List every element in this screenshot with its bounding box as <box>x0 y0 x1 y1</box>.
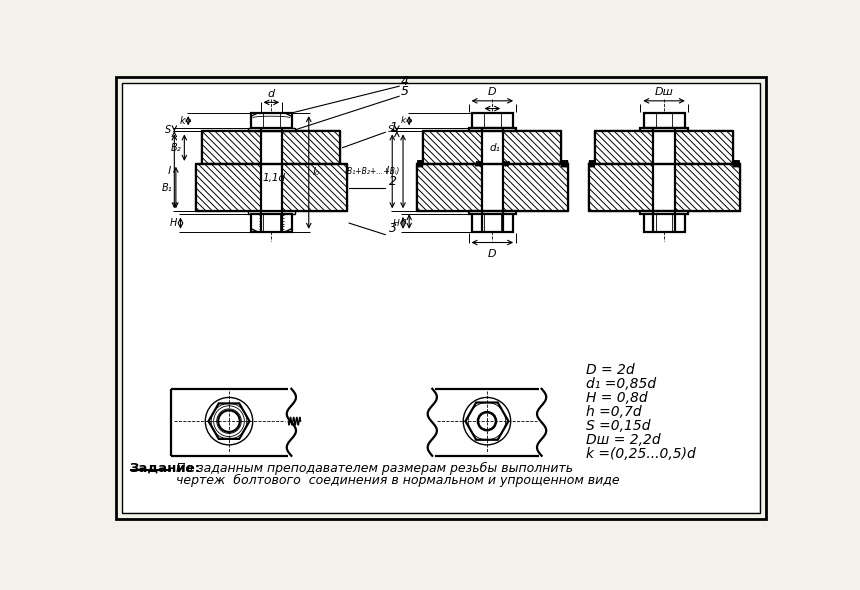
Bar <box>202 132 341 164</box>
Text: (B₁+B₂+...+Bᵢ): (B₁+B₂+...+Bᵢ) <box>345 167 400 176</box>
Bar <box>503 132 562 164</box>
Text: k =(0,25...0,5)d: k =(0,25...0,5)d <box>586 447 695 461</box>
Bar <box>503 164 568 211</box>
Bar <box>196 164 261 211</box>
Text: k: k <box>401 116 406 125</box>
Text: H = 0,8d: H = 0,8d <box>586 391 647 405</box>
Bar <box>251 215 292 232</box>
Bar <box>423 132 482 164</box>
Polygon shape <box>465 402 508 440</box>
Text: H: H <box>393 219 400 228</box>
Text: l: l <box>168 166 170 176</box>
Text: k: k <box>180 116 185 126</box>
Text: l₀: l₀ <box>313 168 320 178</box>
Text: h =0,7d: h =0,7d <box>586 405 642 419</box>
Text: S: S <box>165 125 171 135</box>
Bar <box>588 164 654 211</box>
Bar <box>472 113 513 128</box>
Text: D: D <box>488 248 497 258</box>
Text: По заданным преподавателем размерам резьбы выполнить: По заданным преподавателем размерам резь… <box>176 462 573 475</box>
Text: 5: 5 <box>401 85 408 98</box>
Bar <box>417 164 482 211</box>
Bar <box>595 132 733 164</box>
Bar <box>202 132 261 164</box>
Bar <box>171 389 294 456</box>
Text: 4: 4 <box>401 75 408 88</box>
Bar <box>282 164 347 211</box>
Circle shape <box>478 412 496 430</box>
Bar <box>675 132 733 164</box>
Bar <box>261 164 282 211</box>
Bar <box>595 132 654 164</box>
Bar <box>261 132 282 164</box>
Text: Dш: Dш <box>654 87 673 97</box>
Bar <box>654 132 675 164</box>
Bar <box>482 132 503 164</box>
Bar <box>248 128 295 132</box>
Bar <box>588 164 740 211</box>
Bar <box>469 128 516 132</box>
Text: S: S <box>388 125 394 135</box>
Text: 1,1d: 1,1d <box>262 172 286 182</box>
Text: чертеж  болтового  соединения в нормальном и упрощенном виде: чертеж болтового соединения в нормальном… <box>176 474 619 487</box>
Bar <box>482 164 503 211</box>
Bar <box>641 211 688 215</box>
Text: B₁: B₁ <box>163 182 173 192</box>
Bar <box>643 113 685 128</box>
Text: 2: 2 <box>390 175 397 188</box>
Text: d: d <box>489 114 495 124</box>
Circle shape <box>218 411 240 432</box>
Text: d₁: d₁ <box>489 143 500 153</box>
Bar <box>641 128 688 132</box>
Text: d₁ =0,85d: d₁ =0,85d <box>586 377 655 391</box>
Bar <box>469 211 516 215</box>
Bar <box>196 164 347 211</box>
Bar <box>417 164 568 211</box>
Bar <box>472 215 513 232</box>
Text: D: D <box>488 87 497 97</box>
Bar <box>251 113 292 128</box>
Polygon shape <box>208 404 249 439</box>
Text: Задание:: Задание: <box>130 462 200 475</box>
Text: 3: 3 <box>390 222 397 235</box>
Text: H: H <box>170 218 177 228</box>
Bar <box>429 389 544 456</box>
Bar <box>643 215 685 232</box>
Text: D = 2d: D = 2d <box>586 363 634 378</box>
Text: Dш = 2,2d: Dш = 2,2d <box>586 432 660 447</box>
Bar <box>654 164 675 211</box>
Text: 1: 1 <box>390 121 397 134</box>
Text: l: l <box>385 166 389 176</box>
Bar <box>282 132 341 164</box>
Bar <box>423 132 562 164</box>
Text: B₂: B₂ <box>170 143 181 153</box>
Bar <box>248 211 295 215</box>
Text: h: h <box>401 217 406 226</box>
Bar <box>675 164 740 211</box>
Text: S =0,15d: S =0,15d <box>586 419 650 433</box>
Text: d: d <box>267 88 275 99</box>
